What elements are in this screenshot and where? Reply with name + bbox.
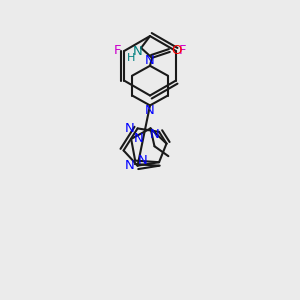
- Text: F: F: [179, 44, 186, 57]
- Text: H: H: [127, 53, 135, 63]
- Text: N: N: [150, 128, 159, 141]
- Text: N: N: [145, 54, 155, 67]
- Text: N: N: [134, 132, 144, 146]
- Text: N: N: [145, 104, 155, 117]
- Text: N: N: [138, 154, 148, 167]
- Text: N: N: [133, 45, 143, 58]
- Text: N: N: [125, 159, 134, 172]
- Text: N: N: [125, 122, 134, 135]
- Text: O: O: [172, 44, 182, 57]
- Text: F: F: [114, 44, 121, 57]
